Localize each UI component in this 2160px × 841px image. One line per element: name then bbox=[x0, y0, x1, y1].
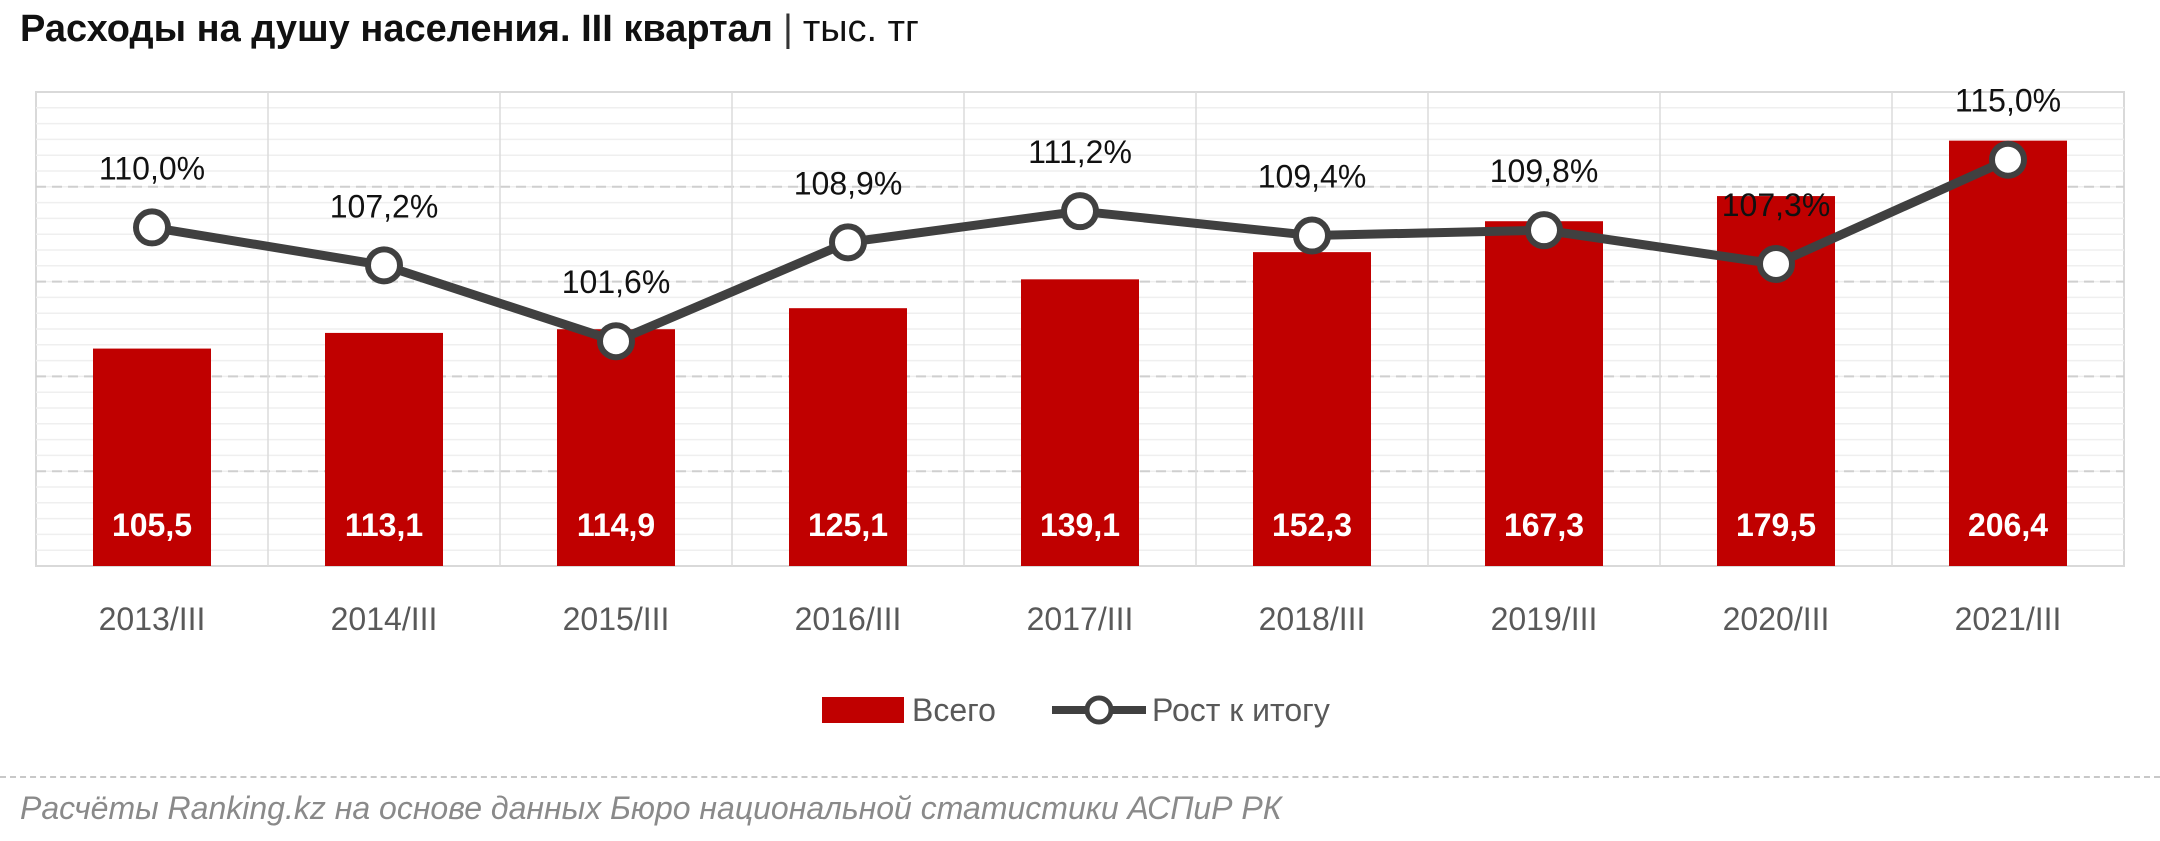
x-tick-label: 2014/III bbox=[331, 601, 438, 637]
growth-point bbox=[1757, 244, 1795, 283]
bar bbox=[1949, 140, 2067, 566]
chart-title-main: Расходы на душу населения. III квартал bbox=[20, 8, 773, 50]
bar bbox=[1485, 221, 1603, 566]
x-tick-label: 2013/III bbox=[99, 601, 206, 637]
x-tick-label: 2018/III bbox=[1259, 601, 1366, 637]
growth-point bbox=[829, 223, 867, 262]
x-tick-label: 2016/III bbox=[795, 601, 902, 637]
chart-title: Расходы на душу населения. III квартал | т… bbox=[20, 8, 919, 51]
x-tick-label: 2021/III bbox=[1955, 601, 2062, 637]
growth-point bbox=[365, 246, 403, 285]
legend-bar-label: Всего bbox=[912, 692, 996, 728]
chart-title-unit: тыс. тг bbox=[802, 8, 919, 50]
x-tick-label: 2020/III bbox=[1723, 601, 1830, 637]
bar bbox=[789, 308, 907, 566]
growth-point bbox=[597, 322, 635, 361]
growth-point bbox=[1061, 192, 1099, 231]
bar-value-label: 113,1 bbox=[345, 507, 423, 543]
bar-value-label: 167,3 bbox=[1504, 507, 1584, 543]
bar-value-label: 179,5 bbox=[1736, 507, 1816, 543]
x-tick-label: 2019/III bbox=[1491, 601, 1598, 637]
growth-label: 108,9% bbox=[794, 165, 903, 201]
bar-value-label: 139,1 bbox=[1040, 507, 1120, 543]
legend-bar-swatch bbox=[822, 697, 904, 723]
x-tick-label: 2015/III bbox=[563, 601, 670, 637]
bar-value-label: 105,5 bbox=[112, 507, 192, 543]
bar bbox=[557, 329, 675, 566]
growth-label: 107,2% bbox=[330, 188, 439, 224]
growth-point bbox=[1989, 140, 2027, 179]
growth-point bbox=[133, 208, 171, 247]
bar bbox=[325, 332, 443, 566]
bar bbox=[1253, 252, 1371, 566]
legend-line-marker bbox=[1084, 695, 1114, 725]
bar bbox=[1021, 279, 1139, 566]
growth-label: 101,6% bbox=[562, 264, 671, 300]
bar-value-label: 114,9 bbox=[577, 507, 655, 543]
bar-value-label: 152,3 bbox=[1272, 507, 1352, 543]
legend-line-label: Рост к итогу bbox=[1152, 692, 1330, 728]
growth-point bbox=[1525, 211, 1563, 250]
combo-chart: 105,5 2013/III 113,1 2014/III 114,9 2015/III 1… bbox=[35, 83, 2125, 728]
footer-divider bbox=[0, 776, 2160, 778]
bar-value-label: 125,1 bbox=[808, 507, 888, 543]
bar bbox=[93, 348, 211, 566]
bar-value-label: 206,4 bbox=[1968, 507, 2048, 543]
growth-label: 115,0% bbox=[1955, 83, 2061, 119]
growth-label: 111,2% bbox=[1028, 134, 1132, 170]
growth-label: 109,4% bbox=[1258, 159, 1367, 195]
source-note: Расчёты Ranking.kz на основе данных Бюро… bbox=[20, 790, 1282, 826]
growth-point bbox=[1293, 216, 1331, 255]
growth-label: 109,8% bbox=[1490, 153, 1599, 189]
growth-label: 107,3% bbox=[1722, 187, 1831, 223]
x-tick-label: 2017/III bbox=[1027, 601, 1134, 637]
title-separator: | bbox=[782, 8, 793, 50]
growth-label: 110,0% bbox=[99, 150, 205, 186]
